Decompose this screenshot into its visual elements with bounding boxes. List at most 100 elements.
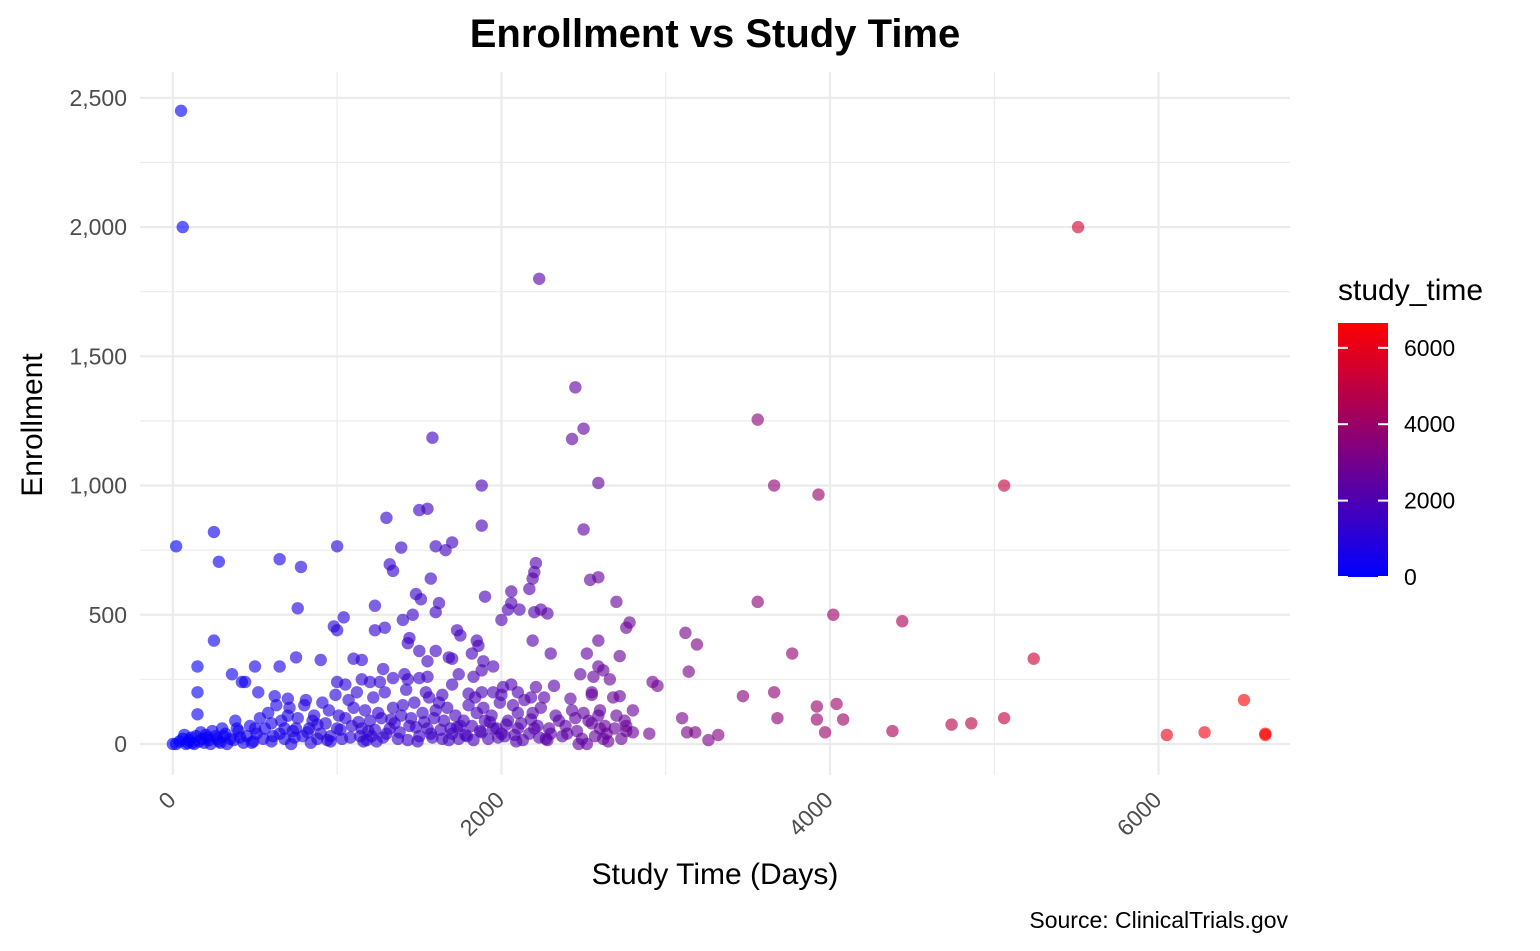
x-tick-label: 6000: [1112, 786, 1167, 841]
data-point: [376, 662, 390, 676]
data-point: [518, 693, 531, 707]
data-point: [493, 696, 506, 709]
data-point: [399, 683, 413, 696]
data-point: [682, 665, 695, 678]
data-point: [413, 644, 426, 658]
data-point: [475, 726, 488, 739]
data-point: [434, 723, 447, 736]
data-point: [191, 708, 204, 721]
data-point: [378, 686, 391, 699]
x-axis-ticks: 0 2000 4000 6000: [153, 786, 1166, 841]
data-point: [597, 664, 610, 677]
data-point: [618, 714, 631, 727]
data-point: [445, 652, 459, 665]
data-point: [368, 624, 382, 637]
data-point: [626, 704, 640, 717]
source-caption: Source: ClinicalTrials.gov: [1029, 907, 1288, 933]
data-point: [225, 668, 239, 681]
data-point: [1259, 728, 1272, 742]
data-point: [541, 733, 554, 747]
data-point: [273, 660, 286, 673]
data-point: [610, 595, 623, 609]
data-point: [514, 717, 528, 730]
data-point: [467, 670, 480, 683]
data-point: [401, 733, 414, 747]
data-point: [465, 647, 479, 660]
data-point: [585, 688, 598, 702]
legend-tick-label: 2000: [1404, 488, 1455, 514]
y-tick-label: 2,500: [69, 85, 127, 111]
legend-tick-label: 0: [1404, 564, 1417, 590]
data-point: [577, 422, 590, 435]
data-point: [418, 715, 431, 729]
x-tick-label: 2000: [455, 786, 510, 841]
data-point: [288, 731, 301, 744]
data-point: [212, 555, 226, 568]
data-point: [441, 701, 454, 715]
data-point: [577, 523, 590, 536]
data-point: [426, 431, 439, 444]
data-point: [613, 649, 626, 663]
data-point: [575, 732, 589, 746]
data-point: [736, 689, 750, 703]
data-point: [580, 647, 594, 660]
data-point: [565, 432, 579, 446]
data-point: [556, 730, 569, 743]
data-point: [564, 692, 577, 705]
data-point: [810, 700, 824, 713]
data-point: [501, 603, 515, 616]
data-point: [378, 621, 391, 634]
data-point: [442, 733, 456, 747]
data-point: [603, 673, 617, 686]
data-point: [528, 605, 541, 619]
data-point: [395, 709, 408, 722]
data-point: [311, 718, 324, 731]
data-point: [166, 737, 180, 751]
data-point: [542, 722, 556, 735]
data-point: [386, 564, 400, 578]
data-point: [174, 104, 188, 117]
data-point: [291, 711, 304, 725]
data-point: [886, 724, 899, 738]
y-axis-label: Enrollment: [16, 353, 49, 497]
legend-title: study_time: [1338, 274, 1483, 307]
data-point: [751, 413, 764, 426]
data-point: [565, 704, 579, 717]
data-point: [406, 608, 419, 621]
data-point: [385, 713, 398, 726]
data-point: [477, 701, 490, 715]
data-point: [582, 714, 595, 727]
data-point: [836, 713, 850, 726]
data-point: [411, 735, 424, 748]
x-axis-label: Study Time (Days): [592, 858, 839, 891]
data-point: [265, 735, 278, 748]
data-point: [367, 691, 380, 704]
data-point: [818, 726, 832, 739]
data-point: [342, 693, 355, 707]
legend-tick-label: 4000: [1404, 411, 1455, 437]
data-point: [429, 644, 442, 658]
data-point: [294, 560, 308, 574]
data-point: [439, 543, 452, 557]
data-point: [468, 691, 482, 704]
data-point: [363, 714, 377, 727]
data-point: [592, 476, 605, 490]
y-tick-label: 500: [89, 602, 127, 628]
data-point: [812, 488, 825, 501]
data-point: [363, 675, 377, 689]
data-point: [690, 638, 704, 651]
data-point: [620, 621, 633, 634]
data-point: [207, 525, 221, 539]
data-point: [613, 689, 626, 703]
data-point: [421, 502, 434, 515]
legend-tick-label: 6000: [1404, 335, 1455, 361]
data-point: [965, 717, 978, 730]
data-point: [429, 605, 442, 619]
data-point: [945, 718, 958, 731]
data-point: [396, 699, 410, 712]
data-point: [191, 686, 204, 699]
data-point: [592, 709, 605, 722]
data-point: [483, 715, 497, 729]
data-point: [541, 607, 554, 620]
data-point: [997, 711, 1011, 725]
